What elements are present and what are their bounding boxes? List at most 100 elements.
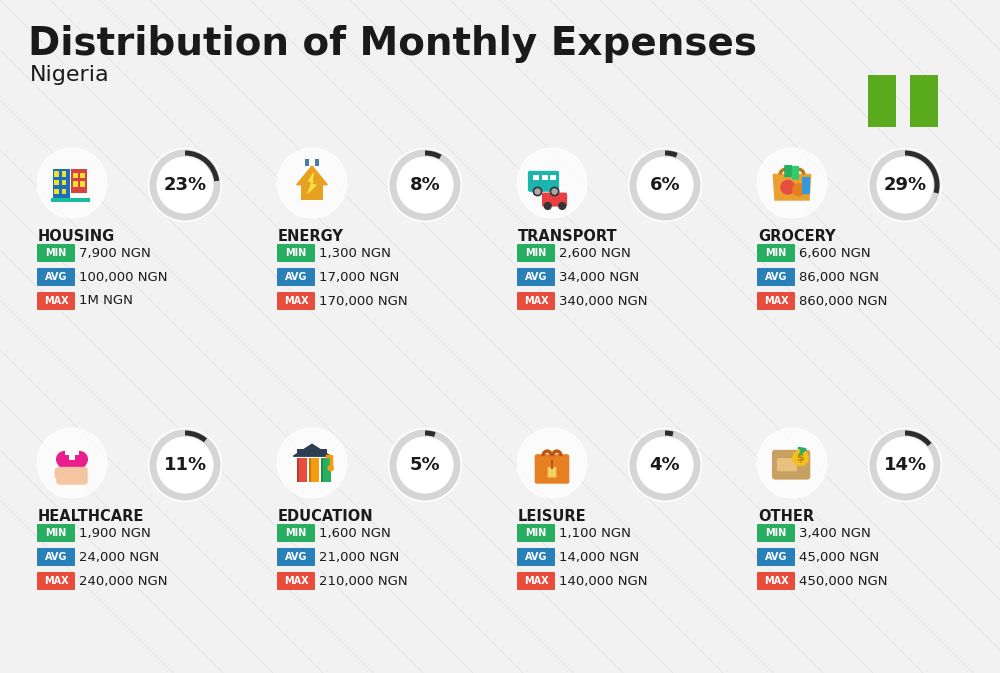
Circle shape xyxy=(37,428,107,498)
Circle shape xyxy=(793,450,808,466)
Text: MIN: MIN xyxy=(765,528,787,538)
Text: Distribution of Monthly Expenses: Distribution of Monthly Expenses xyxy=(28,25,757,63)
Text: MIN: MIN xyxy=(285,528,307,538)
FancyBboxPatch shape xyxy=(757,244,795,262)
Circle shape xyxy=(550,187,559,196)
Text: $: $ xyxy=(797,453,804,463)
FancyBboxPatch shape xyxy=(517,244,555,262)
Circle shape xyxy=(533,187,542,196)
FancyBboxPatch shape xyxy=(277,268,315,286)
FancyBboxPatch shape xyxy=(37,244,75,262)
Circle shape xyxy=(148,149,222,221)
FancyBboxPatch shape xyxy=(548,467,556,478)
FancyBboxPatch shape xyxy=(54,171,59,176)
Text: 6%: 6% xyxy=(650,176,680,194)
Circle shape xyxy=(517,148,587,218)
Text: MIN: MIN xyxy=(765,248,787,258)
FancyBboxPatch shape xyxy=(784,165,792,177)
Text: 860,000 NGN: 860,000 NGN xyxy=(799,295,887,308)
FancyBboxPatch shape xyxy=(542,192,567,207)
Text: 170,000 NGN: 170,000 NGN xyxy=(319,295,408,308)
Wedge shape xyxy=(905,431,932,446)
Text: 34,000 NGN: 34,000 NGN xyxy=(559,271,639,283)
Circle shape xyxy=(277,148,347,218)
FancyBboxPatch shape xyxy=(277,524,315,542)
Text: AVG: AVG xyxy=(765,552,787,562)
FancyBboxPatch shape xyxy=(320,458,331,482)
Circle shape xyxy=(388,149,462,221)
Text: 1,600 NGN: 1,600 NGN xyxy=(319,526,391,540)
Text: 1,300 NGN: 1,300 NGN xyxy=(319,246,391,260)
FancyBboxPatch shape xyxy=(535,454,569,484)
FancyBboxPatch shape xyxy=(757,548,795,566)
Circle shape xyxy=(148,429,222,501)
Text: 45,000 NGN: 45,000 NGN xyxy=(799,551,879,563)
Polygon shape xyxy=(293,444,331,456)
FancyBboxPatch shape xyxy=(802,177,810,194)
FancyBboxPatch shape xyxy=(37,292,75,310)
FancyBboxPatch shape xyxy=(517,292,555,310)
FancyBboxPatch shape xyxy=(517,572,555,590)
Text: MIN: MIN xyxy=(525,248,547,258)
Polygon shape xyxy=(57,452,87,479)
Text: 21,000 NGN: 21,000 NGN xyxy=(319,551,399,563)
FancyBboxPatch shape xyxy=(37,524,75,542)
Text: MAX: MAX xyxy=(764,296,788,306)
Text: MIN: MIN xyxy=(45,528,67,538)
Circle shape xyxy=(552,189,557,194)
FancyBboxPatch shape xyxy=(80,172,85,178)
Text: 210,000 NGN: 210,000 NGN xyxy=(319,575,408,588)
Circle shape xyxy=(793,184,805,196)
Circle shape xyxy=(277,428,347,498)
FancyBboxPatch shape xyxy=(73,182,78,187)
Text: 17,000 NGN: 17,000 NGN xyxy=(319,271,399,283)
Polygon shape xyxy=(308,173,316,193)
Text: MAX: MAX xyxy=(284,576,308,586)
Text: ENERGY: ENERGY xyxy=(278,229,344,244)
Text: 29%: 29% xyxy=(883,176,927,194)
FancyBboxPatch shape xyxy=(533,174,539,180)
FancyBboxPatch shape xyxy=(517,524,555,542)
Text: 86,000 NGN: 86,000 NGN xyxy=(799,271,879,283)
FancyBboxPatch shape xyxy=(320,458,323,482)
Text: 2,600 NGN: 2,600 NGN xyxy=(559,246,631,260)
Text: EDUCATION: EDUCATION xyxy=(278,509,374,524)
Text: 5%: 5% xyxy=(410,456,440,474)
Text: MAX: MAX xyxy=(284,296,308,306)
FancyBboxPatch shape xyxy=(542,174,548,180)
Text: AVG: AVG xyxy=(765,272,787,282)
FancyBboxPatch shape xyxy=(297,458,307,482)
Text: MAX: MAX xyxy=(524,576,548,586)
Text: AVG: AVG xyxy=(525,552,547,562)
FancyBboxPatch shape xyxy=(757,524,795,542)
FancyBboxPatch shape xyxy=(62,188,66,194)
Text: 450,000 NGN: 450,000 NGN xyxy=(799,575,888,588)
FancyBboxPatch shape xyxy=(51,199,90,202)
Wedge shape xyxy=(185,431,207,442)
Text: MAX: MAX xyxy=(44,296,68,306)
FancyBboxPatch shape xyxy=(910,75,938,127)
Polygon shape xyxy=(773,174,811,200)
Circle shape xyxy=(757,148,827,218)
FancyBboxPatch shape xyxy=(54,180,59,185)
FancyBboxPatch shape xyxy=(757,572,795,590)
Text: 23%: 23% xyxy=(163,176,207,194)
Text: MIN: MIN xyxy=(45,248,67,258)
FancyBboxPatch shape xyxy=(65,451,79,456)
FancyBboxPatch shape xyxy=(305,160,309,166)
FancyBboxPatch shape xyxy=(309,458,311,482)
FancyBboxPatch shape xyxy=(73,172,78,178)
FancyBboxPatch shape xyxy=(277,548,315,566)
Wedge shape xyxy=(425,431,436,437)
Text: 1,900 NGN: 1,900 NGN xyxy=(79,526,151,540)
Text: 6,600 NGN: 6,600 NGN xyxy=(799,246,871,260)
Text: AVG: AVG xyxy=(285,552,307,562)
Circle shape xyxy=(37,148,107,218)
Circle shape xyxy=(868,429,942,501)
Text: GROCERY: GROCERY xyxy=(758,229,836,244)
FancyBboxPatch shape xyxy=(80,182,85,187)
FancyBboxPatch shape xyxy=(55,468,67,479)
Circle shape xyxy=(781,180,795,194)
Text: 24,000 NGN: 24,000 NGN xyxy=(79,551,159,563)
FancyBboxPatch shape xyxy=(297,458,299,482)
